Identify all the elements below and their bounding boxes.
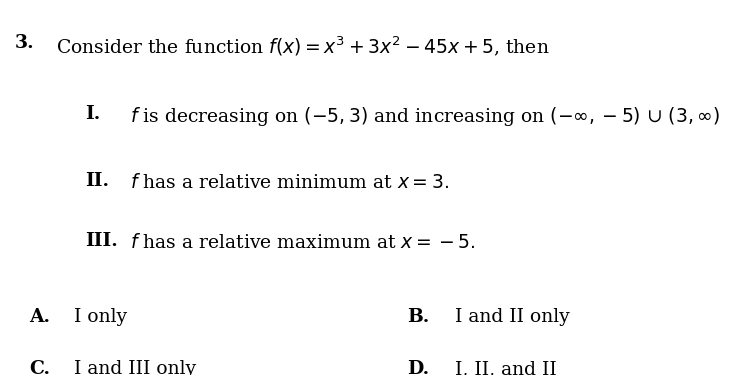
Text: III.: III.	[85, 232, 118, 250]
Text: II.: II.	[85, 172, 109, 190]
Text: A.: A.	[30, 308, 50, 326]
Text: B.: B.	[407, 308, 429, 326]
Text: C.: C.	[30, 360, 50, 375]
Text: $f$ is decreasing on $(-5, 3)$ and increasing on $(-\infty, -5)$ ∪ $(3, \infty)$: $f$ is decreasing on $(-5, 3)$ and incre…	[130, 105, 719, 128]
Text: $f$ has a relative maximum at $x = -5.$: $f$ has a relative maximum at $x = -5.$	[130, 232, 475, 252]
Text: I and II only: I and II only	[455, 308, 570, 326]
Text: I and III only: I and III only	[74, 360, 196, 375]
Text: D.: D.	[407, 360, 429, 375]
Text: I.: I.	[85, 105, 101, 123]
Text: $f$ has a relative minimum at $x = 3.$: $f$ has a relative minimum at $x = 3.$	[130, 172, 448, 192]
Text: I only: I only	[74, 308, 127, 326]
Text: 3.: 3.	[15, 34, 35, 52]
Text: Consider the function $f(x) = x^3 + 3x^2 - 45x + 5$, then: Consider the function $f(x) = x^3 + 3x^2…	[56, 34, 549, 57]
Text: I, II, and II: I, II, and II	[455, 360, 556, 375]
